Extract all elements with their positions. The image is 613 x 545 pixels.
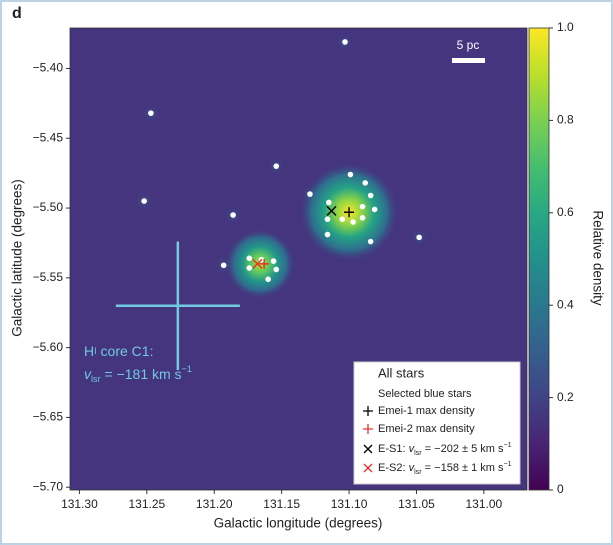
colorbar-tick-label: 0 — [557, 482, 564, 496]
plus-marker — [259, 258, 270, 269]
star — [246, 255, 253, 262]
y-tick-label: −5.60 — [33, 340, 64, 354]
cross-marker — [326, 205, 337, 216]
star — [367, 238, 374, 245]
star — [367, 192, 374, 199]
star — [347, 171, 354, 178]
y-tick-label: −5.40 — [33, 61, 64, 75]
y-tick-label: −5.50 — [33, 200, 64, 214]
star — [324, 231, 331, 238]
y-tick-label: −5.70 — [33, 479, 64, 493]
legend-plus — [363, 424, 373, 434]
legend — [353, 361, 521, 485]
plus-marker — [344, 207, 355, 218]
colorbar-tick-label: 0.6 — [557, 205, 574, 219]
star — [342, 39, 348, 45]
colorbar-tick-label: 0.8 — [557, 113, 574, 127]
text-part: H — [84, 343, 94, 359]
plot-border — [69, 27, 528, 491]
x-axis-title: Galactic longitude (degrees) — [214, 516, 383, 531]
text-part: lsr — [414, 449, 422, 457]
star — [307, 191, 313, 197]
legend-cross — [363, 444, 373, 454]
core-velocity: vlsr = −181 km s−1 — [84, 364, 192, 384]
legend-label: E-S1: vlsr = −202 ± 5 km s−1 — [378, 441, 512, 457]
star — [359, 215, 366, 221]
x-tick-label: 131.10 — [331, 497, 368, 511]
x-tick-label: 131.05 — [398, 497, 435, 511]
colorbar-tick-label: 1.0 — [557, 20, 574, 34]
star — [230, 212, 236, 218]
star — [220, 262, 227, 269]
star — [350, 219, 356, 225]
star — [362, 180, 369, 186]
star — [270, 258, 277, 264]
star — [273, 266, 280, 273]
text-part: −1 — [182, 364, 192, 374]
colorbar — [528, 27, 550, 491]
star — [265, 276, 271, 283]
x-tick-label: 131.25 — [128, 497, 165, 511]
colorbar-title: Relative density — [590, 210, 605, 306]
y-axis-title: Galactic latitude (degrees) — [10, 179, 25, 337]
text-part: v — [409, 443, 416, 455]
legend-plus — [363, 406, 373, 416]
x-tick-label: 131.20 — [196, 497, 233, 511]
text-part: I — [94, 346, 97, 356]
text-part: E-S1: — [378, 443, 409, 455]
y-tick-label: −5.65 — [33, 410, 64, 424]
star — [148, 110, 154, 116]
scale-bar — [452, 58, 485, 63]
star — [339, 216, 346, 223]
legend-label: Selected blue stars — [378, 388, 472, 400]
y-tick-label: −5.45 — [33, 130, 64, 144]
legend-cross — [363, 463, 373, 473]
colorbar-tick-label: 0.4 — [557, 297, 574, 311]
text-part: core C1: — [97, 343, 154, 359]
star — [246, 265, 253, 271]
legend-title: All stars — [378, 365, 425, 380]
text-part: v — [84, 366, 92, 382]
cross-marker — [252, 258, 263, 269]
legend-label: E-S2: vlsr = −158 ± 1 km s−1 — [378, 460, 512, 476]
x-tick-label: 131.00 — [466, 497, 503, 511]
star — [359, 203, 366, 210]
plot-area — [70, 28, 527, 490]
star — [416, 234, 422, 241]
panel-label: d — [12, 5, 22, 22]
x-tick-label: 131.30 — [61, 497, 98, 511]
colorbar-tick-label: 0.2 — [557, 390, 574, 404]
text-part: E-S2: — [378, 462, 409, 474]
legend-label: Emei-2 max density — [378, 423, 475, 435]
scale-bar-label: 5 pc — [457, 38, 480, 52]
star — [324, 216, 331, 223]
star — [326, 199, 332, 206]
text-part: −1 — [503, 460, 511, 468]
text-part: −1 — [503, 441, 511, 449]
text-part: lsr — [91, 374, 101, 384]
star — [371, 206, 378, 213]
text-part: = −202 ± 5 km s — [422, 443, 504, 455]
text-part: = −181 km s — [101, 366, 182, 382]
x-tick-label: 131.15 — [263, 497, 300, 511]
text-part: = −158 ± 1 km s — [422, 462, 504, 474]
legend-label: Emei-1 max density — [378, 405, 475, 417]
text-part: v — [409, 462, 416, 474]
star — [141, 198, 147, 204]
text-part: lsr — [414, 468, 422, 476]
y-tick-label: −5.55 — [33, 270, 64, 284]
star — [273, 163, 280, 169]
core-label: HI core C1: — [84, 343, 153, 359]
